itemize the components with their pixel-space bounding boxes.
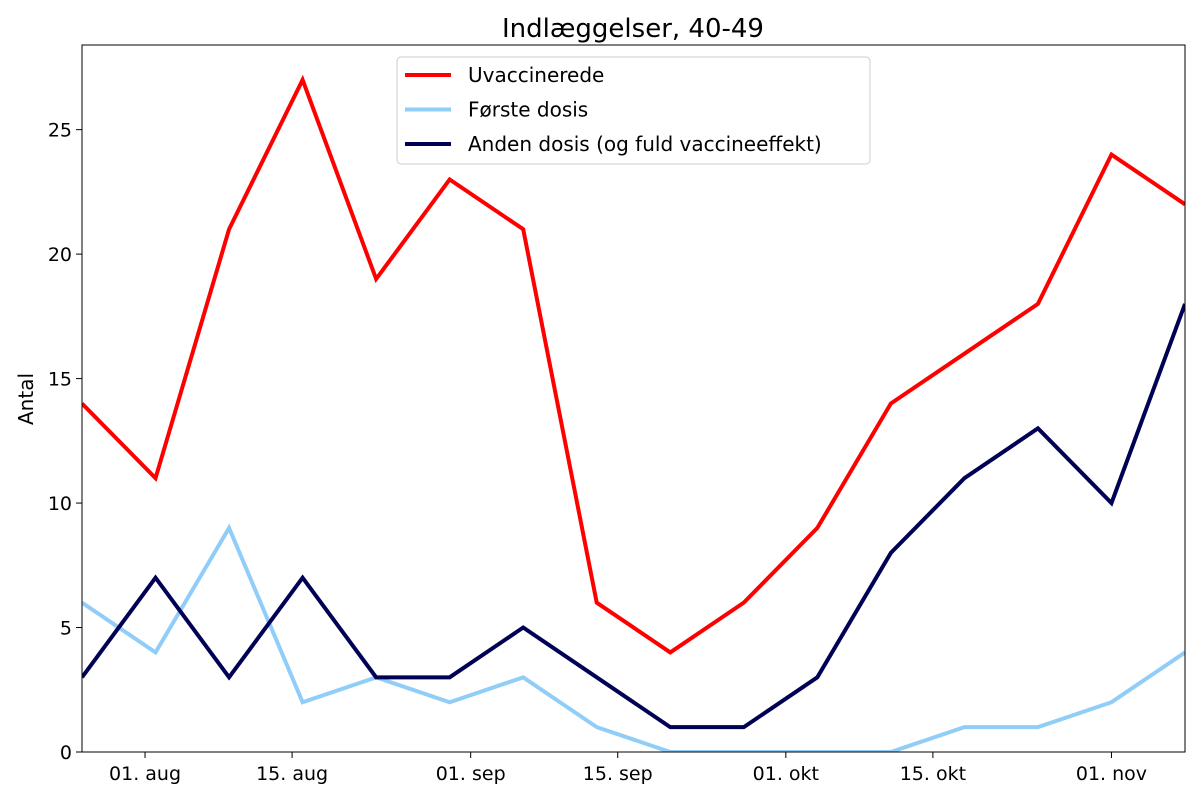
series-line-2: [82, 303, 1185, 730]
chart-title: Indlæggelser, 40-49: [502, 14, 764, 44]
series-line-1: [82, 523, 1185, 752]
legend-label: Anden dosis (og fuld vaccineeffekt): [468, 132, 822, 156]
y-tick-label: 25: [48, 120, 72, 142]
y-tick-label: 10: [48, 493, 72, 515]
y-axis-label: Antal: [14, 373, 38, 425]
legend-box: [396, 56, 871, 165]
x-tick-label: 15. okt: [900, 763, 966, 785]
legend-label: Første dosis: [468, 98, 588, 122]
y-axis: 0 5 10 15 20 25: [48, 120, 82, 764]
x-tick-label: 01. okt: [753, 763, 819, 785]
series-line-0: [82, 74, 1185, 655]
legend-label: Uvaccinerede: [468, 63, 604, 87]
y-tick-label: 15: [48, 369, 72, 391]
x-tick-label: 01. aug: [109, 763, 181, 785]
x-axis: 01. aug 15. aug 01. sep 15. sep 01. okt 15. o…: [109, 752, 1147, 785]
x-tick-label: 15. sep: [583, 763, 653, 785]
series-lines: [82, 74, 1185, 752]
y-tick-label: 5: [60, 618, 72, 640]
x-tick-label: 01. nov: [1076, 763, 1147, 785]
legend: Uvaccinerede Første dosis Anden dosis (og …: [396, 56, 871, 165]
x-tick-label: 15. aug: [256, 763, 328, 785]
plot-frame: [81, 44, 1186, 753]
x-tick-label: 01. sep: [436, 763, 506, 785]
y-tick-label: 20: [48, 244, 72, 266]
y-tick-label: 0: [60, 742, 72, 764]
